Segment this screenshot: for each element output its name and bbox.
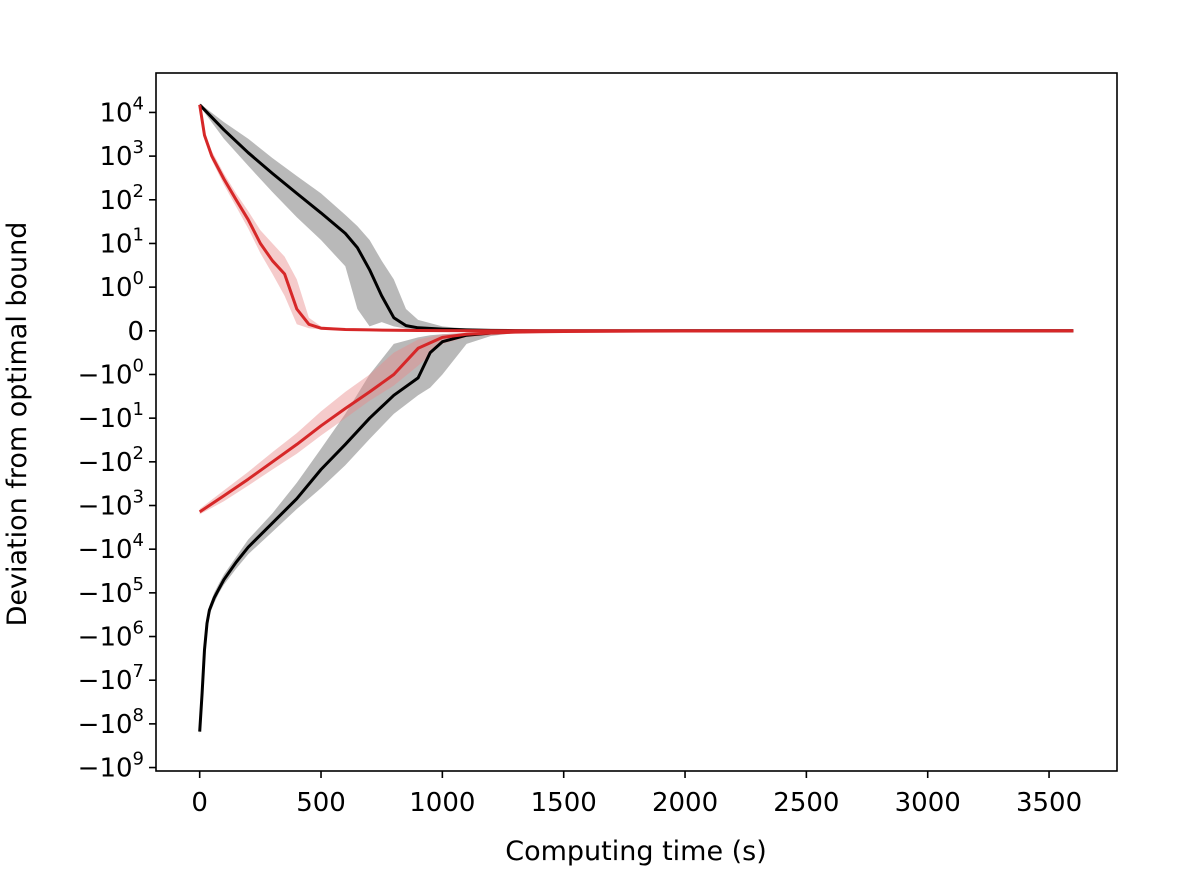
- x-tick-label: 3500: [1016, 788, 1082, 818]
- series-0-lower-band: [199, 330, 1074, 735]
- y-tick-label: −105: [78, 574, 144, 609]
- x-axis-title: Computing time (s): [505, 836, 767, 867]
- x-tick-label: 1500: [531, 788, 597, 818]
- x-tick-label: 3000: [895, 788, 961, 818]
- y-tick-label: −102: [78, 443, 144, 478]
- series-0-upper-band: [199, 103, 1074, 331]
- x-tick-label: 2500: [773, 788, 839, 818]
- series-1-lower-band: [199, 330, 1074, 515]
- x-tick-label: 1000: [409, 788, 475, 818]
- y-tick-label: 100: [99, 268, 144, 303]
- y-tick-label: 103: [99, 137, 144, 172]
- y-tick-label: 0: [127, 317, 144, 347]
- y-tick-label: 104: [99, 93, 144, 128]
- x-tick-label: 2000: [652, 788, 718, 818]
- y-tick-label: −101: [78, 399, 144, 434]
- y-tick-label: −100: [78, 355, 144, 390]
- y-tick-label: −107: [78, 661, 144, 696]
- y-tick-label: 102: [99, 181, 144, 216]
- y-tick-label: −109: [78, 749, 144, 784]
- plot-frame: [155, 72, 1118, 772]
- y-tick-label: −108: [78, 705, 144, 740]
- series-1-upper-line: [198, 104, 1074, 333]
- x-axis-ticks: 0 500 1000 1500 2000 2500 3000 3500: [191, 771, 1082, 818]
- y-tick-label: 101: [99, 224, 144, 259]
- y-axis-title: Deviation from optimal bound: [2, 222, 33, 627]
- series-lines: [198, 103, 1074, 732]
- y-tick-label: −103: [78, 487, 144, 522]
- y-tick-label: −106: [78, 618, 144, 653]
- y-tick-label: −104: [78, 530, 144, 565]
- series-1-lower-line: [198, 329, 1074, 514]
- x-tick-label: 500: [296, 788, 346, 818]
- y-axis-ticks: 104 103 102 101 100 0 −100 −101 −102 −103 −104 −105…: [78, 93, 156, 784]
- x-tick-label: 0: [191, 788, 208, 818]
- series-0-lower-line: [198, 329, 1074, 732]
